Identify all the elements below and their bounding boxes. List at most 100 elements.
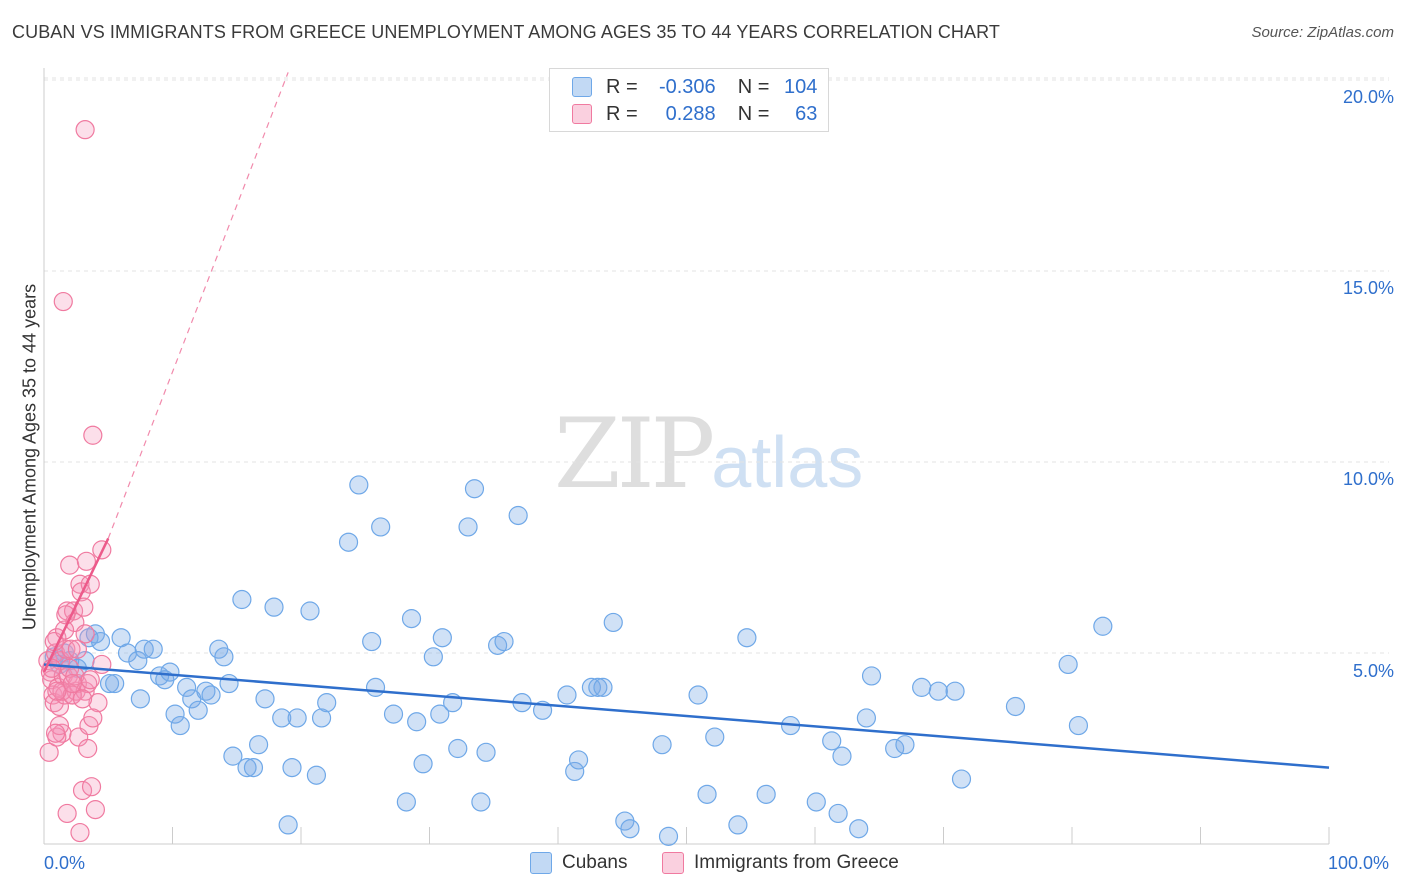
- greece-point-4: [44, 693, 64, 713]
- series-cubans: [44, 475, 1113, 846]
- legend-r-label: R =: [606, 75, 638, 98]
- legend-n-label: N =: [737, 102, 770, 125]
- cubans-point-93: [861, 666, 882, 686]
- cubans-point-59: [448, 738, 468, 759]
- zipatlas-watermark: ZIPatlas: [554, 398, 863, 510]
- greece-point-43: [52, 681, 72, 701]
- greece-point-29: [76, 551, 97, 571]
- cubans-point-101: [1058, 654, 1078, 675]
- cubans-point-29: [219, 673, 239, 694]
- cubans-point-25: [196, 681, 216, 701]
- cubans-point-65: [494, 631, 514, 652]
- cubans-point-47: [362, 631, 382, 652]
- greece-point-22: [67, 673, 88, 694]
- cubans-point-17: [150, 666, 170, 686]
- greece-point-16: [60, 555, 80, 575]
- cubans-point-35: [255, 689, 275, 709]
- greece-point-56: [53, 291, 73, 312]
- cubans-point-24: [188, 700, 208, 720]
- greece-trend-line: [42, 537, 110, 673]
- cubans-point-28: [214, 647, 234, 667]
- greece-point-13: [56, 639, 76, 659]
- cubans-point-79: [658, 826, 679, 846]
- cubans-point-81: [697, 784, 717, 804]
- cubans-point-38: [278, 815, 298, 835]
- cubans-point-39: [282, 757, 302, 778]
- cubans-point-96: [912, 677, 932, 697]
- greece-point-62: [45, 723, 66, 743]
- cubans-point-69: [557, 685, 577, 705]
- y-tick-label-15: 15.0%: [1342, 278, 1394, 298]
- correlation-legend: R = -0.306 N = 104 R = 0.288 N = 63: [549, 68, 829, 132]
- cubans-point-30: [223, 746, 243, 766]
- legend-swatch-pink: [572, 104, 592, 124]
- cubans-point-48: [365, 677, 386, 697]
- cubans-point-55: [423, 647, 443, 667]
- cubans-point-10: [105, 673, 125, 694]
- legend-n-value: 63: [795, 102, 818, 125]
- greece-point-17: [61, 639, 81, 659]
- cubans-point-71: [568, 750, 589, 770]
- cubans-point-22: [177, 677, 197, 697]
- cubans-point-103: [1093, 616, 1113, 636]
- cubans-point-72: [581, 677, 602, 697]
- greece-point-45: [57, 803, 77, 824]
- cubans-point-33: [243, 757, 264, 778]
- greece-point-51: [72, 689, 93, 709]
- cubans-point-75: [603, 612, 623, 633]
- cubans-point-74: [593, 677, 613, 697]
- gridlines: [44, 77, 1389, 654]
- y-tick-label-5: 5.0%: [1352, 661, 1394, 681]
- cubans-point-26: [201, 685, 221, 705]
- trend-lines: [42, 72, 1330, 769]
- cubans-point-92: [856, 708, 877, 728]
- cubans-point-20: [165, 704, 185, 724]
- cubans-point-36: [264, 597, 284, 617]
- greece-point-59: [62, 673, 82, 694]
- cubans-point-50: [383, 704, 404, 724]
- greece-trend-line-extension: [107, 72, 289, 539]
- cubans-point-95: [895, 735, 915, 755]
- x-tick-label-0: 0.0%: [44, 853, 86, 873]
- legend-swatch-blue: [572, 77, 592, 97]
- cubans-point-73: [588, 677, 608, 697]
- cubans-point-49: [371, 517, 391, 537]
- greece-point-54: [80, 670, 100, 690]
- cubans-point-16: [143, 639, 163, 659]
- cubans-point-94: [885, 738, 905, 759]
- cubans-point-21: [170, 715, 190, 736]
- legend-row-cubans: R = -0.306 N = 104: [572, 74, 817, 100]
- legend-label-greece: Immigrants from Greece: [694, 852, 899, 873]
- cubans-point-89: [828, 803, 848, 824]
- greece-point-33: [81, 777, 102, 797]
- greece-point-57: [75, 120, 95, 140]
- cubans-point-82: [705, 727, 725, 747]
- legend-row-greece: R = 0.288 N = 63: [572, 101, 817, 127]
- greece-point-47: [62, 685, 82, 705]
- legend-label-cubans: Cubans: [562, 852, 628, 873]
- cubans-point-34: [248, 735, 269, 755]
- legend-swatch-cubans: [530, 852, 552, 874]
- greece-point-50: [70, 822, 90, 843]
- chart-title: CUBAN VS IMMIGRANTS FROM GREECE UNEMPLOY…: [12, 22, 1000, 42]
- watermark-atlas: atlas: [711, 423, 864, 503]
- cubans-point-63: [476, 742, 496, 762]
- cubans-point-61: [464, 479, 485, 499]
- greece-point-53: [78, 738, 98, 759]
- legend-r-label: R =: [606, 102, 638, 125]
- cubans-point-62: [471, 792, 491, 812]
- legend-n-value: 104: [784, 75, 818, 98]
- cubans-point-83: [728, 815, 748, 835]
- cubans-point-41: [300, 601, 320, 621]
- cubans-point-100: [1005, 696, 1026, 717]
- greece-point-60: [47, 681, 67, 701]
- greece-point-55: [83, 708, 103, 728]
- cubans-trend-line: [43, 663, 1330, 769]
- cubans-point-80: [688, 685, 708, 705]
- cubans-point-8: [90, 631, 111, 652]
- source-label: Source: ZipAtlas.com: [1251, 24, 1394, 41]
- cubans-point-37: [272, 708, 292, 728]
- cubans-point-31: [232, 589, 252, 610]
- cubans-point-56: [430, 704, 450, 724]
- cubans-point-46: [349, 475, 369, 495]
